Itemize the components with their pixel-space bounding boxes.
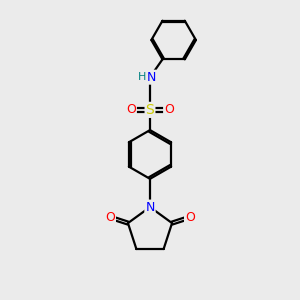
Text: O: O [185,211,195,224]
Text: O: O [126,103,136,116]
Text: H: H [137,72,146,82]
Text: N: N [147,71,156,84]
Text: O: O [105,211,115,224]
Text: O: O [164,103,174,116]
Text: S: S [146,103,154,117]
Text: N: N [145,201,155,214]
